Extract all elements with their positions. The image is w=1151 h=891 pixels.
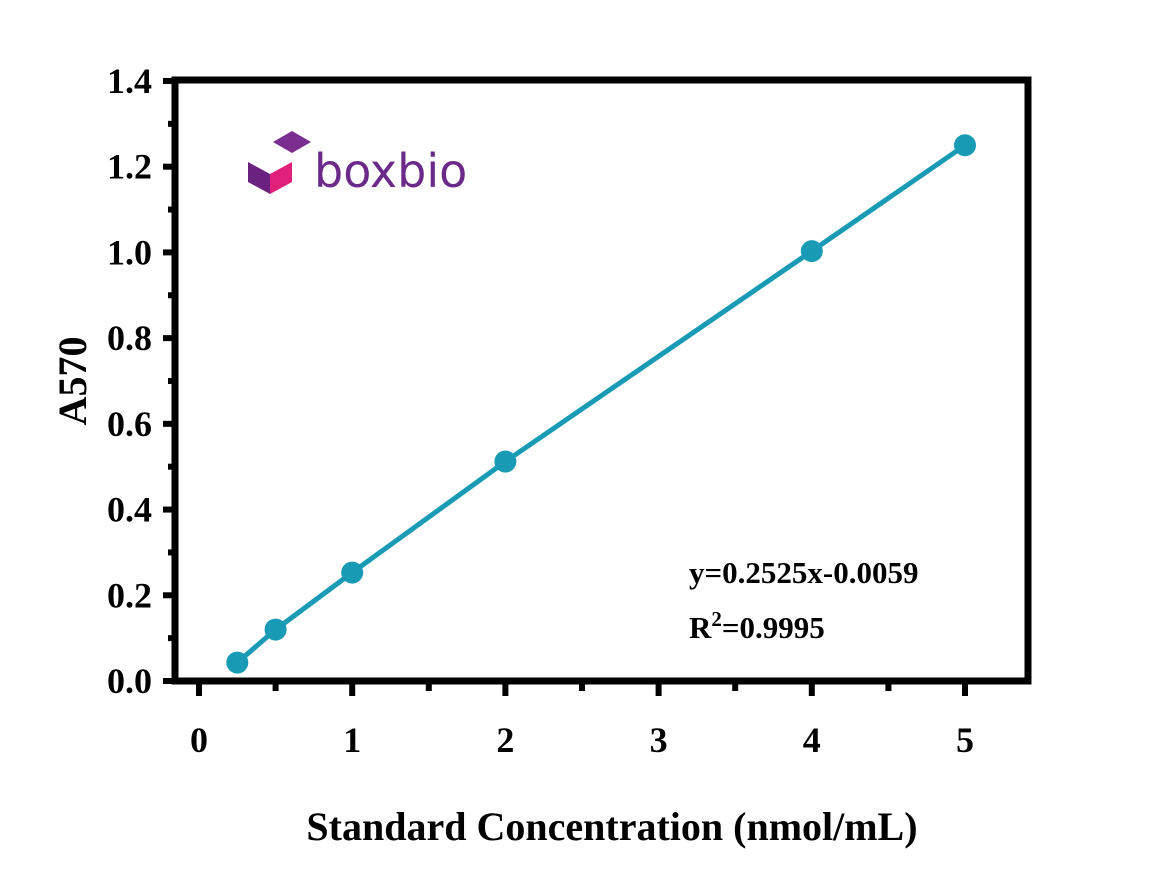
y-tick-label: 0.6 [107, 404, 152, 444]
r-squared-superscript: 2 [711, 607, 722, 631]
data-point [226, 651, 249, 674]
x-tick-label: 4 [803, 720, 821, 760]
x-tick-label: 5 [956, 720, 974, 760]
y-tick-label: 0.2 [107, 575, 152, 615]
x-tick-label: 0 [190, 720, 208, 760]
x-tick-label: 3 [650, 720, 668, 760]
data-point [341, 561, 364, 584]
logo-text: boxbio [314, 144, 467, 198]
data-points [226, 134, 976, 674]
y-tick-label: 0.0 [107, 661, 152, 701]
boxbio-logo: boxbio [248, 131, 467, 198]
x-tick-label: 2 [496, 720, 514, 760]
plot-frame [171, 76, 1032, 685]
data-point [494, 450, 517, 473]
y-tick-label: 0.8 [107, 318, 152, 358]
x-axis-ticks: 0 1 2 3 4 5 [190, 681, 974, 760]
y-axis-title: A570 [50, 337, 95, 426]
y-axis-ticks: 0.0 0.2 0.4 0.6 0.8 1.0 1.2 1.4 [107, 61, 175, 701]
y-tick-label: 1.4 [107, 61, 152, 101]
cube-icon [248, 131, 311, 194]
x-axis-title: Standard Concentration (nmol/mL) [306, 804, 917, 849]
data-point [954, 134, 976, 157]
r-squared-value: =0.9995 [722, 610, 825, 645]
data-point [264, 618, 287, 641]
y-tick-label: 0.4 [107, 490, 152, 530]
y-tick-label: 1.2 [107, 147, 152, 187]
regression-equation: y=0.2525x-0.0059 [689, 555, 919, 590]
y-tick-label: 1.0 [107, 232, 152, 272]
x-tick-label: 1 [343, 720, 361, 760]
r-squared: R2=0.9995 [689, 607, 825, 645]
data-point [800, 240, 823, 263]
r-squared-prefix: R [689, 610, 712, 645]
